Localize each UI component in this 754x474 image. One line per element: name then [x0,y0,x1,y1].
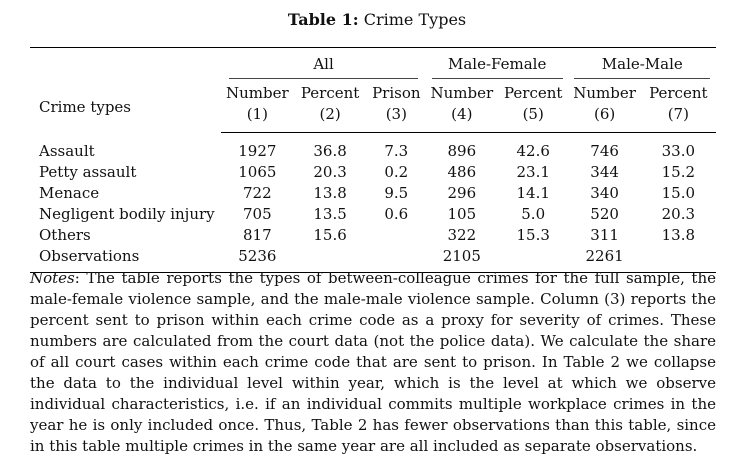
table-cell: 13.8 [661,226,696,244]
column-header: Number [430,84,494,102]
group-all: All [221,47,426,79]
column-index: (7) [640,104,716,133]
table-row: Observations 5236 2105 2261 [30,246,716,273]
row-label: Petty assault [39,163,137,181]
table-cell: 15.2 [661,163,696,181]
table-cell: 705 [243,205,272,223]
group-male-female: Male-Female [425,47,569,79]
table-cell: 7.3 [384,142,409,160]
table-cell: 746 [590,142,619,160]
table-cell: 2105 [425,246,498,273]
column-header: Number [226,84,289,102]
table-cell: 296 [447,184,477,202]
table-cell: 15.3 [516,226,550,244]
table-cell [366,246,426,273]
table-cell: 486 [447,163,477,181]
column-index: (4) [425,104,498,133]
table-cell: 344 [590,163,619,181]
table-cell: 14.1 [516,184,550,202]
table-row: Others 817 15.6 322 15.3 311 13.8 [30,225,716,246]
column-index: (5) [497,104,569,133]
column-index-row: (1) (2) (3) (4) (5) (6) (7) [30,104,716,133]
column-header: Percent [503,84,563,102]
table-cell: 15.0 [661,184,696,202]
row-label: Negligent bodily injury [39,205,215,223]
caption-label: Table 1: [287,10,359,29]
group-male-male: Male-Male [568,47,716,79]
notes-label: Notes [30,269,75,287]
table-cell: 896 [447,142,477,160]
table-cell: 1065 [238,163,277,181]
column-header: Percent [300,84,360,102]
table-cell: 2261 [568,246,641,273]
column-index: (2) [293,104,367,133]
table-cell: 322 [447,226,477,244]
table-cell: 20.3 [313,163,347,181]
row-label: Others [39,226,91,244]
table-cell: 13.5 [313,205,347,223]
column-header: Number [573,84,636,102]
table-cell: 5.0 [521,205,546,223]
notes-text: : The table reports the types of between… [30,269,716,455]
column-index: (1) [221,104,294,133]
table-cell: 9.5 [384,184,409,202]
table-cell: 520 [590,205,619,223]
table-cell: 0.6 [384,205,409,223]
table-cell: 1927 [238,142,277,160]
table-cell: 5236 [221,246,294,273]
table-row: Negligent bodily injury 705 13.5 0.6 105… [30,204,716,225]
row-label: Assault [39,141,95,160]
table-cell: 33.0 [661,142,696,160]
table-notes: Notes: The table reports the types of be… [30,268,716,457]
table-cell: 20.3 [661,205,696,223]
table-row: Menace 722 13.8 9.5 296 14.1 340 15.0 [30,183,716,204]
row-label: Menace [39,184,100,202]
column-index: (3) [366,104,426,133]
row-label: Observations [30,246,222,273]
table-cell: 340 [590,184,619,202]
table-row: Assault 1927 36.8 7.3 896 42.6 746 33.0 [30,133,716,163]
table-cell: 15.6 [313,226,347,244]
table-cell [640,246,716,273]
row-header: Crime types [39,98,131,117]
empty-corner [30,47,222,79]
table-cell: 105 [447,205,477,223]
table-cell: 42.6 [516,142,550,160]
table-cell: 0.2 [384,163,409,181]
table-cell: 13.8 [313,184,347,202]
table-caption: Table 1: Crime Types [0,9,754,31]
table-cell: 36.8 [313,142,347,160]
table-cell: 23.1 [516,163,550,181]
table-cell [367,225,426,246]
column-index: (6) [568,104,641,133]
column-header: Prison [372,84,421,102]
group-header-row: All Male-Female Male-Male [30,47,716,79]
table-cell: 311 [590,226,619,244]
table-cell: 817 [243,226,272,244]
column-header-row: Crime types Number Percent Prison Number… [30,79,716,116]
column-header: Percent [649,84,708,102]
crime-types-table: All Male-Female Male-Male Crime types Nu… [30,47,716,273]
table-row: Petty assault 1065 20.3 0.2 486 23.1 344… [30,162,716,183]
table-cell [293,246,367,273]
table-body: Assault 1927 36.8 7.3 896 42.6 746 33.0 … [30,133,716,273]
caption-title: Crime Types [363,10,467,29]
table-cell [497,246,569,273]
table-cell: 722 [243,184,272,202]
